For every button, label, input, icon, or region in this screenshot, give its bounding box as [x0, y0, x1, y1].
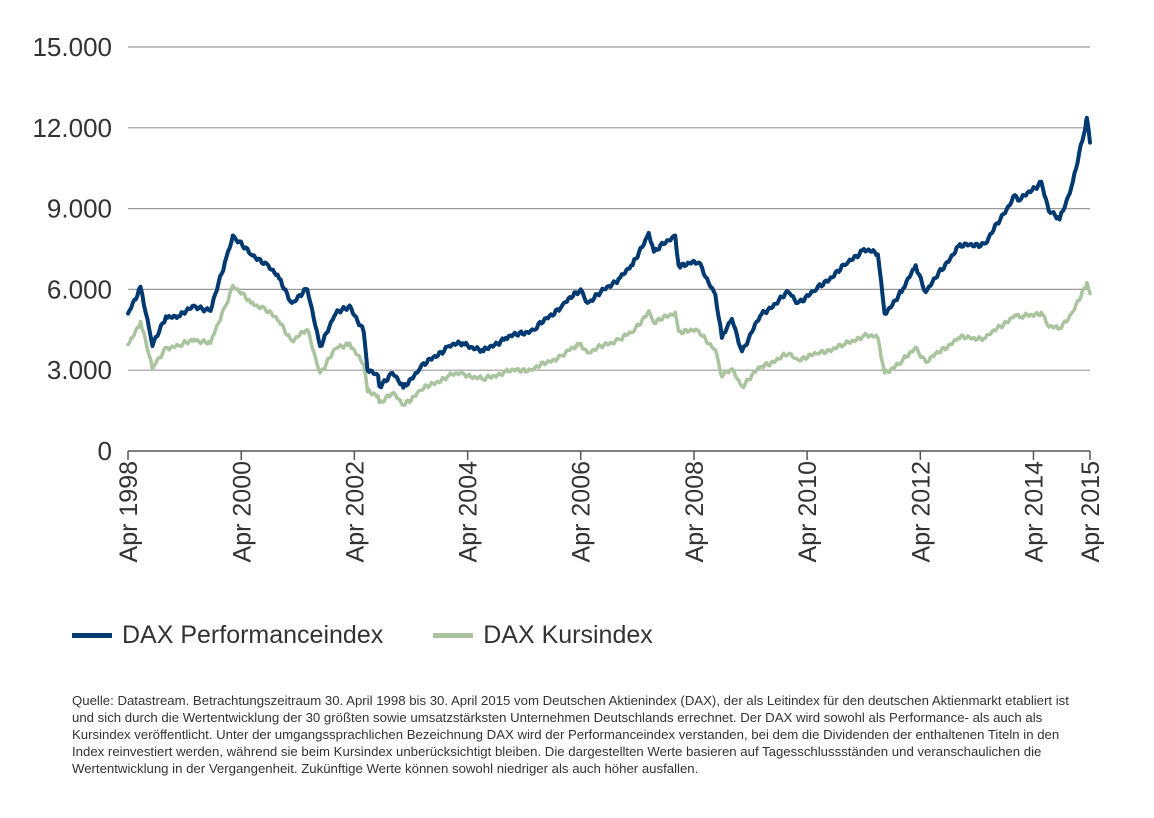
series-line-kursindex	[126, 280, 1092, 407]
legend-swatch-performanceindex	[72, 632, 112, 638]
gridlines	[128, 46, 1090, 371]
legend-item-performanceindex: DAX Performanceindex	[72, 621, 383, 650]
series-line-performanceindex	[126, 115, 1092, 390]
legend-label-performanceindex: DAX Performanceindex	[122, 620, 384, 649]
x-tick-label: Apr 2015	[1077, 461, 1105, 562]
x-tick-label: Apr 2010	[794, 461, 822, 562]
y-tick-label: 12.000	[32, 113, 112, 143]
y-axis-tick-labels: 0 3.000 6.000 9.000 12.000 15.000	[32, 32, 112, 466]
y-tick-label: 0	[98, 436, 112, 466]
legend-label-kursindex: DAX Kursindex	[483, 620, 653, 649]
x-tick-label: Apr 2008	[681, 461, 709, 562]
legend-swatch-kursindex	[433, 632, 474, 638]
x-tick-label: Apr 2002	[341, 461, 369, 562]
x-tick-label: Apr 1998	[115, 461, 143, 562]
x-tick-label: Apr 2004	[455, 461, 483, 563]
y-tick-label: 6.000	[47, 274, 112, 304]
series-lines	[126, 115, 1092, 407]
x-tick-label: Apr 2012	[907, 461, 935, 562]
x-tick-label: Apr 2000	[228, 461, 256, 562]
y-tick-label: 9.000	[47, 194, 112, 224]
legend-item-kursindex: DAX Kursindex	[433, 621, 653, 650]
legend: DAX Performanceindex DAX Kursindex	[72, 615, 703, 655]
x-tick-label: Apr 2006	[568, 461, 596, 562]
source-note: Quelle: Datastream. Betrachtungszeitraum…	[72, 693, 1069, 776]
x-tick-label: Apr 2014	[1020, 461, 1048, 563]
y-tick-label: 15.000	[32, 32, 112, 62]
x-axis: Apr 1998 Apr 2000 Apr 2002 Apr 2004 Apr 2006…	[115, 450, 1105, 563]
y-tick-label: 3.000	[47, 355, 112, 385]
